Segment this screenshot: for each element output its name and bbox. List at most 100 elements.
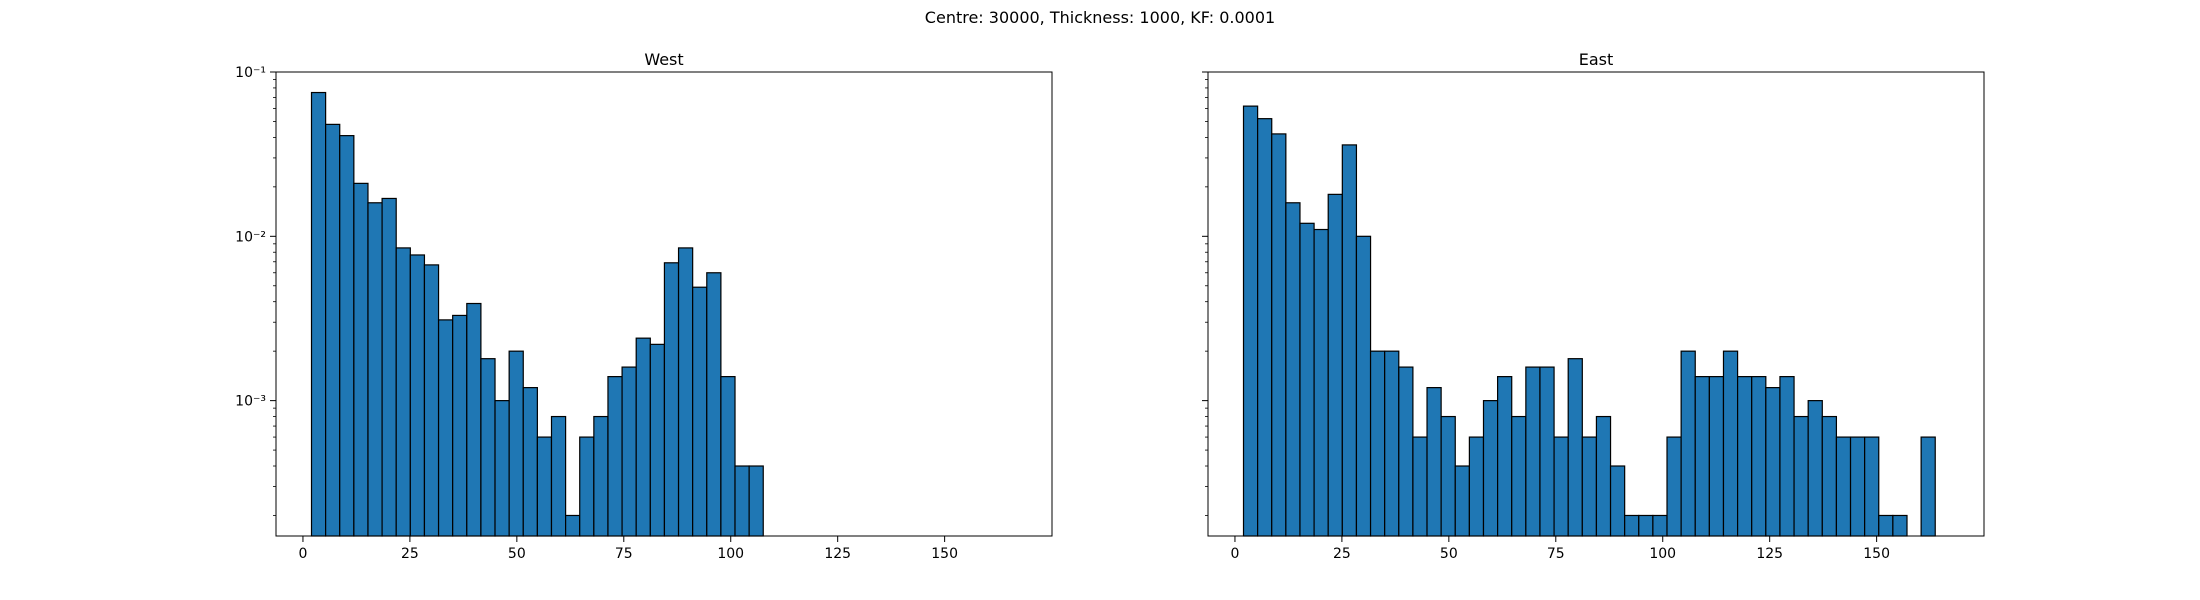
bar-west: [409, 254, 426, 537]
bar-east: [1242, 105, 1259, 537]
bar-east: [1398, 366, 1414, 537]
bar-east: [1581, 436, 1598, 537]
bar-east: [1736, 376, 1753, 537]
bar-west: [310, 91, 327, 537]
bar-east: [1751, 376, 1767, 537]
bar-east: [1497, 376, 1513, 537]
bar-west: [353, 182, 369, 537]
bar-east: [1595, 415, 1612, 537]
y-ticks-west: 10⁻³ 10⁻² 10⁻¹: [235, 65, 276, 516]
bar-east: [1355, 235, 1372, 537]
y-ticks-east: [1202, 71, 1208, 516]
bar-west: [748, 465, 764, 537]
bar-east: [1567, 358, 1583, 537]
bar-west: [649, 343, 666, 537]
bar-east: [1920, 436, 1936, 537]
bar-east: [1384, 350, 1400, 537]
bar-west: [593, 415, 609, 537]
bar-west: [381, 197, 397, 537]
bar-west: [720, 376, 736, 537]
y-tick-label: 10⁻¹: [235, 65, 266, 81]
bar-east: [1412, 436, 1428, 537]
bar-east: [1468, 436, 1485, 537]
bar-east: [1864, 436, 1880, 537]
bar-west: [607, 376, 623, 537]
bar-east: [1327, 193, 1343, 537]
bar-east: [1525, 366, 1541, 537]
x-tick-label: 75: [1547, 546, 1565, 562]
bar-east: [1821, 415, 1838, 537]
bar-east: [1652, 514, 1668, 537]
bar-east: [1765, 387, 1781, 537]
bar-east: [1708, 376, 1725, 537]
bar-east: [1878, 514, 1894, 537]
chart-title-east: East: [1579, 50, 1614, 69]
bar-west: [536, 436, 553, 537]
bar-east: [1539, 366, 1555, 537]
bar-east: [1482, 400, 1499, 537]
bar-east: [1835, 436, 1852, 537]
bar-east: [1299, 222, 1315, 537]
bar-west: [367, 202, 383, 537]
axes-frame-east: [1207, 71, 1985, 537]
bar-west: [395, 247, 411, 537]
x-ticks-west: 0 25 50 75 100 125 150: [298, 536, 958, 562]
bar-east: [1666, 436, 1682, 537]
chart-panel-east: East 0 25 50 75 100 125 150: [1202, 50, 1985, 562]
bar-east: [1624, 514, 1640, 537]
bar-east: [1426, 387, 1442, 537]
y-tick-label: 10⁻³: [235, 394, 266, 410]
bar-west: [692, 286, 708, 537]
x-tick-label: 125: [1756, 546, 1783, 562]
bar-east: [1680, 350, 1696, 537]
axes-frame-west: [275, 71, 1053, 537]
x-tick-label: 25: [1333, 546, 1351, 562]
bar-east: [1369, 350, 1386, 537]
bar-east: [1454, 465, 1470, 537]
bar-east: [1694, 376, 1710, 537]
x-tick-label: 150: [1863, 546, 1890, 562]
figure-suptitle: Centre: 30000, Thickness: 1000, KF: 0.00…: [924, 8, 1276, 27]
bar-west: [734, 465, 750, 537]
bar-west: [677, 247, 694, 537]
bar-east: [1638, 514, 1654, 537]
x-tick-label: 125: [824, 546, 851, 562]
bar-west: [565, 514, 581, 537]
bar-west: [621, 366, 637, 537]
x-tick-label: 0: [1230, 546, 1239, 562]
bar-west: [522, 387, 538, 537]
bar-east: [1807, 400, 1823, 537]
bar-east: [1271, 133, 1287, 537]
chart-title-west: West: [644, 50, 683, 69]
bar-east: [1722, 350, 1739, 537]
bar-west: [635, 337, 651, 537]
bar-west: [423, 264, 440, 537]
bar-west: [437, 319, 454, 537]
bar-west: [663, 262, 680, 537]
bars-west: [310, 91, 764, 537]
bar-east: [1849, 436, 1866, 537]
bar-west: [466, 302, 482, 537]
bars-east: [1242, 105, 1936, 537]
x-tick-label: 100: [1649, 546, 1676, 562]
bar-west: [706, 272, 722, 537]
x-tick-label: 75: [615, 546, 633, 562]
bar-east: [1257, 118, 1273, 537]
bar-east: [1779, 376, 1795, 537]
bar-west: [494, 400, 510, 537]
x-tick-label: 150: [931, 546, 958, 562]
bar-west: [325, 123, 341, 537]
bar-east: [1341, 144, 1358, 537]
x-tick-label: 50: [508, 546, 526, 562]
bar-east: [1285, 202, 1301, 537]
bar-east: [1892, 514, 1908, 537]
bar-east: [1793, 415, 1809, 537]
bar-east: [1440, 415, 1456, 537]
bar-west: [452, 314, 468, 537]
bar-west: [339, 135, 355, 537]
y-tick-label: 10⁻²: [235, 229, 266, 245]
chart-panel-west: West 0 25 50 75 100 125 150 10⁻³ 10⁻² 10⁻¹: [235, 50, 1053, 562]
bar-east: [1313, 228, 1329, 537]
bar-east: [1511, 415, 1527, 537]
